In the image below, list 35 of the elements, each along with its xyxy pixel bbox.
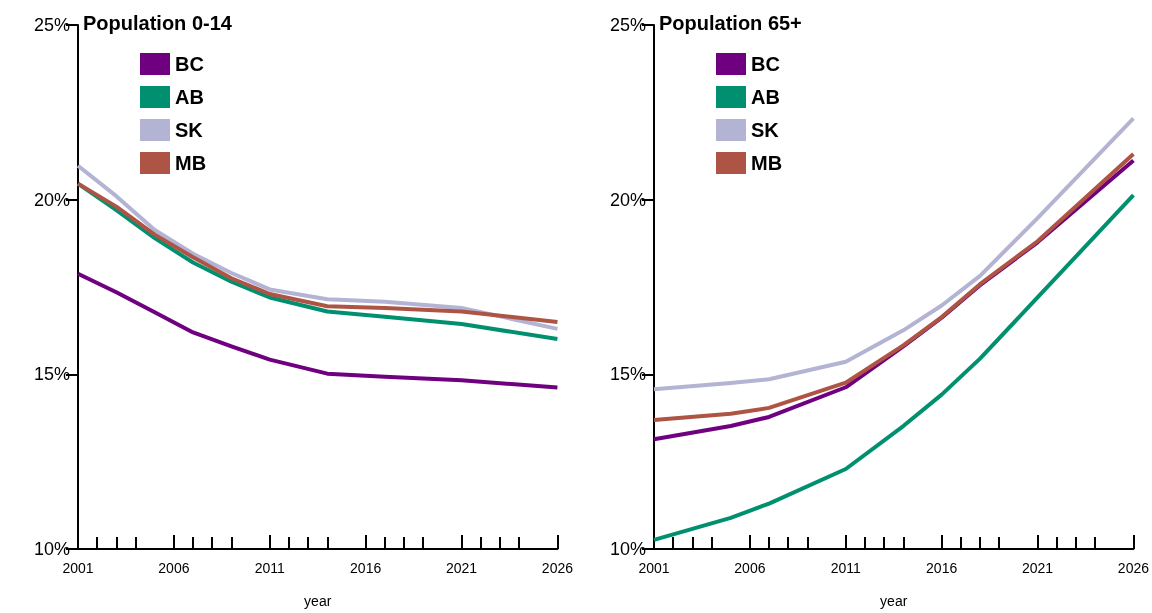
y-tick-label: 10% bbox=[609, 539, 646, 559]
x-axis-title: year bbox=[880, 593, 908, 609]
x-tick-label: 2011 bbox=[254, 560, 286, 576]
x-tick-label: 2016 bbox=[350, 560, 382, 576]
legend-label: SK bbox=[175, 119, 204, 141]
legend-label: BC bbox=[175, 53, 204, 75]
legend-label: AB bbox=[751, 86, 780, 108]
legend-label: MB bbox=[751, 152, 783, 174]
x-tick-label: 2021 bbox=[445, 560, 478, 576]
line-series bbox=[76, 271, 560, 390]
x-tick-label: 2011 bbox=[830, 560, 862, 576]
chart-title: Population 65+ bbox=[659, 12, 802, 34]
y-tick-label: 15% bbox=[609, 364, 646, 385]
y-tick-label: 20% bbox=[609, 189, 646, 210]
x-axis-title: year bbox=[304, 593, 332, 609]
chart-title: Population 0-14 bbox=[83, 12, 233, 34]
line-series bbox=[652, 116, 1136, 392]
x-tick-label: 2006 bbox=[158, 560, 190, 576]
legend-label: MB bbox=[175, 152, 207, 174]
x-tick-label: 2026 bbox=[1117, 560, 1150, 576]
x-tick-label: 2016 bbox=[926, 560, 958, 576]
line-series bbox=[652, 193, 1136, 542]
legend-label: AB bbox=[175, 86, 204, 108]
y-tick-label: 10% bbox=[33, 539, 70, 559]
y-tick-label: 25% bbox=[609, 15, 646, 35]
y-tick-label: 25% bbox=[33, 15, 70, 35]
x-tick-label: 2021 bbox=[1021, 560, 1054, 576]
x-tick-label: 2001 bbox=[638, 560, 670, 576]
y-tick-label: 15% bbox=[33, 364, 70, 385]
x-tick-label: 2001 bbox=[62, 560, 94, 576]
y-tick-label: 20% bbox=[33, 189, 70, 210]
legend-label: BC bbox=[751, 53, 780, 75]
legend-label: SK bbox=[751, 119, 780, 141]
x-tick-label: 2006 bbox=[734, 560, 766, 576]
x-tick-label: 2026 bbox=[541, 560, 574, 576]
